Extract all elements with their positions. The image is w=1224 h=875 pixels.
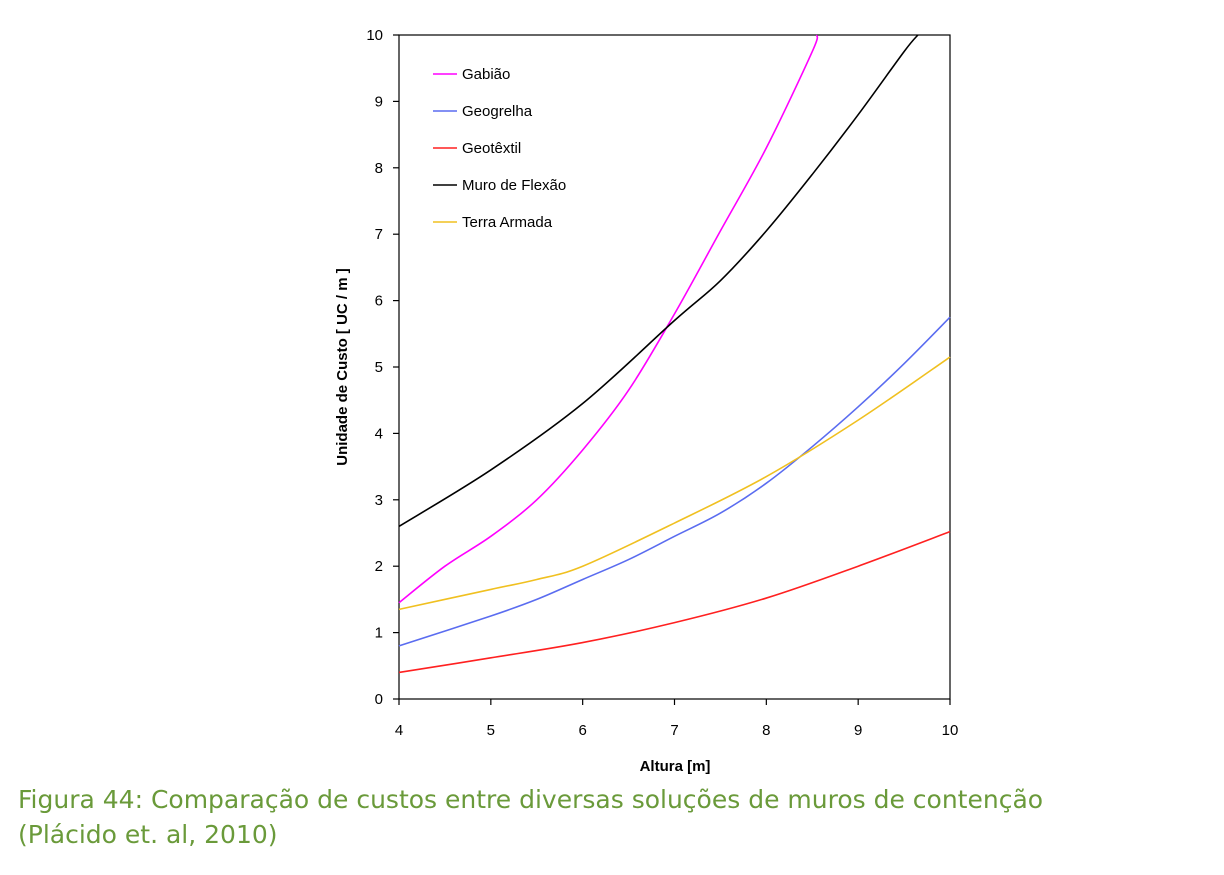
y-tick-label: 3 [375,492,383,509]
x-axis-title: Altura [m] [640,758,711,775]
caption-line-2: (Plácido et. al, 2010) [18,820,278,849]
series-lines [398,34,951,674]
y-tick-label: 2 [375,558,383,575]
x-tick-label: 4 [395,722,403,739]
y-tick-label: 1 [375,625,383,642]
x-axis: 4 5 6 7 8 9 10 [395,699,959,739]
plot-area-frame [398,34,951,700]
x-tick-label: 6 [578,722,586,739]
series-line-gabiao [398,34,819,604]
y-tick-label: 6 [375,293,383,310]
y-axis: 0 1 2 3 4 5 6 7 8 9 10 [366,27,399,708]
legend-label-muro-de-flexao: Muro de Flexão [462,177,566,194]
series-line-geotextil [398,530,951,674]
y-tick-label: 9 [375,93,383,110]
legend-label-geogrelha: Geogrelha [462,103,533,120]
x-tick-label: 5 [487,722,495,739]
legend-label-gabiao: Gabião [462,66,510,83]
legend-label-geotextil: Geotêxtil [462,140,521,157]
y-tick-label: 5 [375,359,383,376]
series-line-terra-armada [398,356,951,611]
line-chart: 0 1 2 3 4 5 6 7 8 9 10 4 5 6 7 8 9 10 Gabião Geogrelha Geo… [334,27,959,775]
caption-line-1: Figura 44: Comparação de custos entre di… [18,785,1044,814]
y-tick-label: 4 [375,425,383,442]
y-tick-label: 0 [375,691,383,708]
x-tick-label: 8 [762,722,770,739]
y-axis-title: Unidade de Custo [ UC / m ] [334,268,351,466]
y-tick-label: 8 [375,160,383,177]
y-tick-label: 10 [366,27,383,44]
x-tick-label: 10 [942,722,959,739]
series-line-geogrelha [398,316,951,647]
series-line-muro-de-flexao [398,34,919,528]
figure-caption: Figura 44: Comparação de custos entre di… [18,782,1218,852]
x-tick-label: 7 [670,722,678,739]
y-tick-label: 7 [375,226,383,243]
legend-label-terra-armada: Terra Armada [462,214,553,231]
legend: Gabião Geogrelha Geotêxtil Muro de Flexão Te… [433,66,566,231]
x-tick-label: 9 [854,722,862,739]
